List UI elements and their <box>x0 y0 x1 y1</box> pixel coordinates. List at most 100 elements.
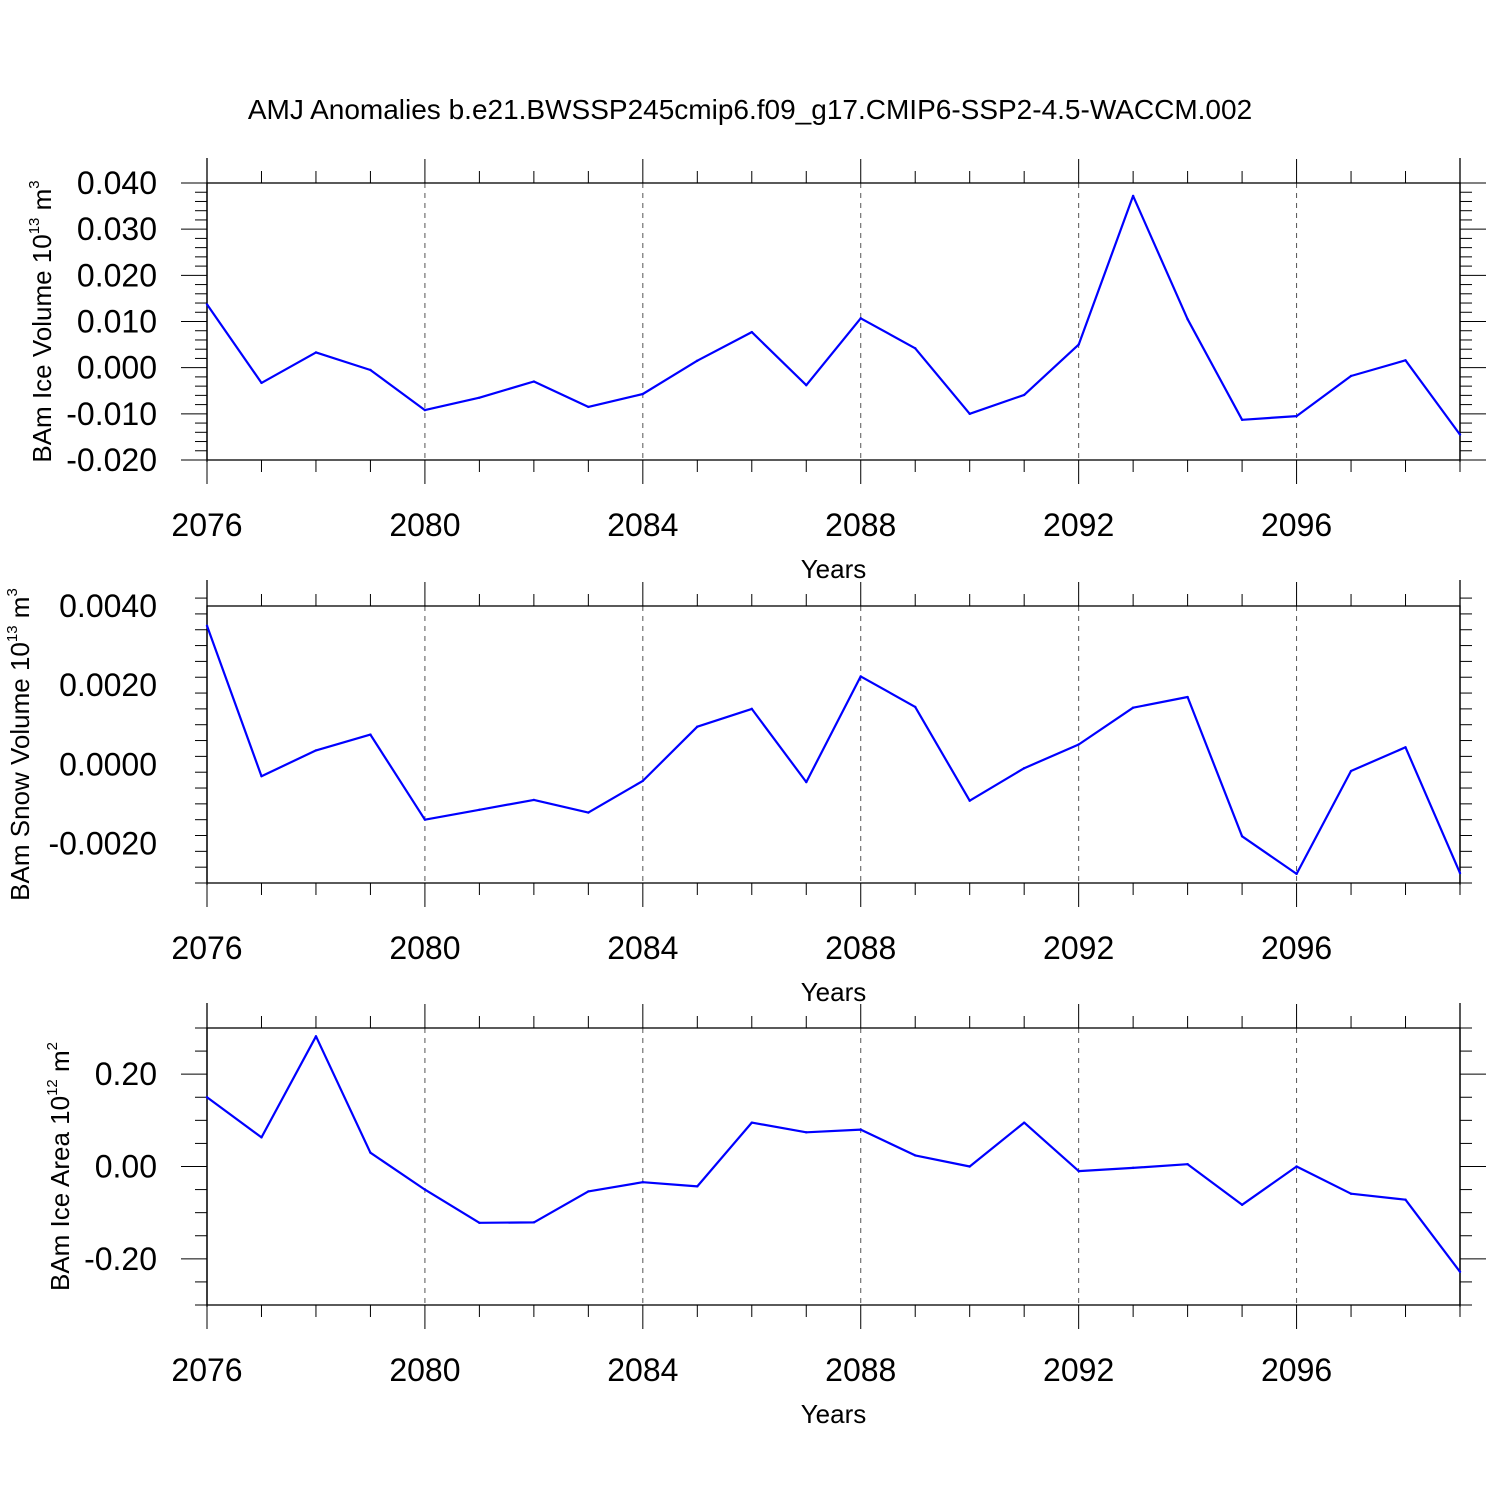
y-tick-label: 0.030 <box>77 211 157 247</box>
data-point <box>1186 317 1189 321</box>
data-point <box>696 725 699 728</box>
x-tick-label: 2092 <box>1043 507 1114 543</box>
y-axis-label-unit-exponent: 3 <box>4 588 21 596</box>
y-tick-label: -0.20 <box>84 1241 157 1277</box>
y-axis-label-main: BAm Ice Volume 10 <box>27 234 57 462</box>
x-axis-label: Years <box>801 554 867 584</box>
data-point <box>750 330 753 334</box>
data-point <box>478 1221 481 1225</box>
y-axis-label-unit-exponent: 3 <box>26 180 43 188</box>
x-tick-label: 2092 <box>1043 930 1114 966</box>
x-tick-label: 2080 <box>389 1352 460 1388</box>
data-point <box>532 380 536 383</box>
y-axis-label-unit: m <box>45 1050 75 1079</box>
data-point <box>1295 1165 1298 1168</box>
data-point <box>1022 393 1026 397</box>
y-tick-label: 0.0000 <box>59 746 157 782</box>
data-point <box>1077 343 1080 346</box>
data-point <box>314 351 318 354</box>
x-tick-label: 2092 <box>1043 1352 1114 1388</box>
data-point <box>641 1180 645 1184</box>
data-point <box>205 624 209 627</box>
y-tick-label: 0.0020 <box>59 667 157 703</box>
data-point <box>205 1096 209 1099</box>
data-point <box>1077 743 1080 746</box>
data-point <box>696 1185 699 1188</box>
data-point <box>205 303 209 306</box>
data-point <box>1186 1162 1189 1166</box>
data-point <box>1349 1192 1353 1195</box>
data-point <box>1295 414 1298 418</box>
data-point <box>1131 1166 1135 1170</box>
data-point <box>260 774 263 778</box>
data-point <box>805 384 808 387</box>
y-tick-label: -0.010 <box>66 396 157 432</box>
data-point <box>968 1165 971 1168</box>
data-point <box>369 368 372 372</box>
data-point <box>314 1035 318 1038</box>
y-axis-label-exponent: 12 <box>44 1079 61 1096</box>
y-axis-label-exponent: 13 <box>4 625 21 642</box>
y-axis-label-unit: m <box>5 597 35 626</box>
x-tick-label: 2084 <box>607 1352 678 1388</box>
series-line-ice_area <box>206 1035 1461 1273</box>
data-point <box>968 799 971 802</box>
data-point <box>1295 872 1298 876</box>
x-tick-label: 2080 <box>389 930 460 966</box>
data-point <box>696 359 699 362</box>
panel-ice_volume: 2076 2080 2084 2088 2092 2096 -0.020 -0.010 0.00… <box>26 158 1486 584</box>
y-axis-label-unit: m <box>27 189 57 218</box>
x-tick-label: 2088 <box>825 930 896 966</box>
data-point <box>914 1154 917 1157</box>
data-point <box>805 1131 808 1134</box>
series-line-snow_volume <box>205 625 1462 876</box>
data-point <box>423 818 427 821</box>
data-point <box>1186 695 1189 699</box>
x-tick-label: 2084 <box>607 507 678 543</box>
y-tick-label: 0.0040 <box>59 588 157 624</box>
series-line-ice_volume <box>206 194 1461 436</box>
data-point <box>859 317 862 320</box>
x-tick-label: 2076 <box>171 1352 242 1388</box>
data-point <box>532 1221 536 1224</box>
data-point <box>1240 418 1244 422</box>
data-point <box>423 408 427 412</box>
y-axis-label: BAm Ice Volume 1013 m3 <box>26 180 57 462</box>
data-point <box>641 779 645 783</box>
x-tick-label: 2088 <box>825 507 896 543</box>
data-point <box>260 381 263 385</box>
data-point <box>1077 1169 1080 1173</box>
x-tick-label: 2088 <box>825 1352 896 1388</box>
data-point <box>1131 706 1135 709</box>
data-point <box>314 749 318 752</box>
data-point <box>587 811 590 814</box>
y-tick-label: 0.040 <box>77 165 157 201</box>
y-tick-label: -0.020 <box>66 442 157 478</box>
panel-ice_area: 2076 2080 2084 2088 2092 2096 -0.20 0.00 0.20 BAm… <box>44 1003 1486 1429</box>
data-point <box>750 707 753 711</box>
chart-title: AMJ Anomalies b.e21.BWSSP245cmip6.f09_g1… <box>248 94 1252 125</box>
x-axis-label: Years <box>801 1399 867 1429</box>
data-point <box>914 705 917 709</box>
plot-frame <box>206 1027 1461 1306</box>
x-axis-label: Years <box>801 977 867 1007</box>
data-point <box>423 1188 427 1191</box>
data-point <box>1349 374 1353 378</box>
data-point <box>260 1136 263 1139</box>
x-tick-label: 2080 <box>389 507 460 543</box>
data-point <box>968 412 971 416</box>
data-point <box>1404 746 1407 749</box>
x-tick-label: 2084 <box>607 930 678 966</box>
y-axis-label-main: BAm Ice Area 10 <box>45 1096 75 1291</box>
data-point <box>1022 767 1026 770</box>
x-tick-label: 2096 <box>1261 507 1332 543</box>
y-tick-label: 0.00 <box>95 1149 157 1185</box>
data-point <box>805 780 808 784</box>
plot-frame <box>206 605 1461 884</box>
y-axis-label-unit-exponent: 2 <box>44 1042 61 1050</box>
y-tick-label: -0.0020 <box>48 825 157 861</box>
data-point <box>532 798 536 802</box>
data-point <box>1349 769 1353 773</box>
y-tick-label: 0.020 <box>77 257 157 293</box>
